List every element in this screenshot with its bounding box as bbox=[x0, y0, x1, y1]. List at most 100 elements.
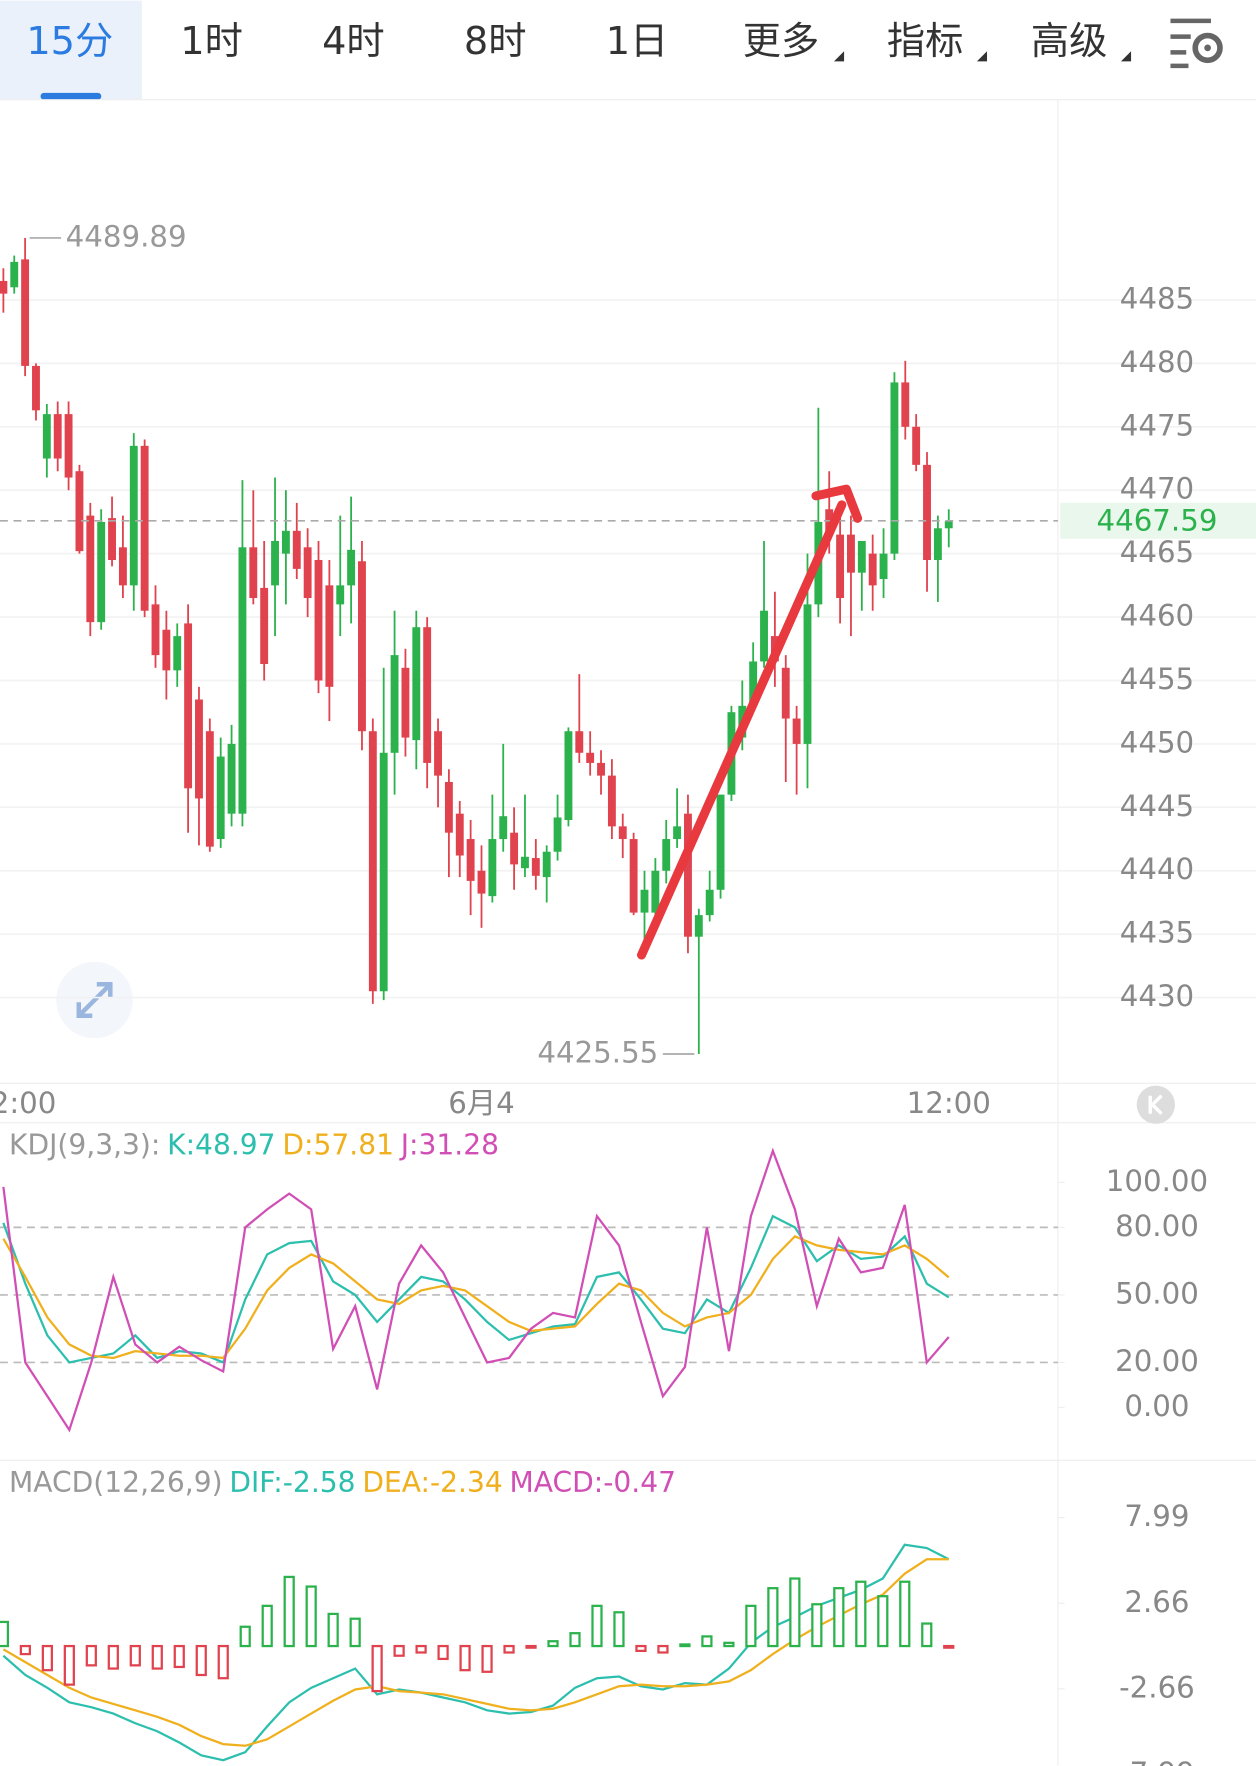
candle-body bbox=[53, 414, 62, 459]
last-price-label: 4467.59 bbox=[1096, 503, 1217, 537]
candle-body bbox=[0, 280, 8, 294]
macd-bar bbox=[63, 1644, 75, 1686]
candle-body bbox=[488, 839, 497, 897]
indicator-title: MACD(12,26,9) bbox=[9, 1466, 223, 1499]
annotation-arrowhead bbox=[811, 484, 863, 523]
candle-body bbox=[901, 382, 910, 427]
candle-body bbox=[401, 667, 410, 738]
macd-bar bbox=[151, 1644, 163, 1670]
candle-body bbox=[227, 743, 236, 814]
y-tick-label: 4430 bbox=[1120, 979, 1194, 1013]
y-tick-label: 4445 bbox=[1120, 789, 1194, 823]
candle-body bbox=[216, 756, 225, 840]
candle-body bbox=[618, 826, 627, 840]
candle-body bbox=[868, 553, 877, 586]
macd-bar bbox=[745, 1604, 757, 1648]
y-tick-label: 4450 bbox=[1120, 725, 1194, 759]
macd-bar bbox=[855, 1580, 867, 1648]
indicator-header: KDJ(9,3,3): K:48.97 D:57.81 J:31.28 bbox=[9, 1128, 499, 1161]
candle-body bbox=[933, 528, 942, 560]
y-tick-label: 80.00 bbox=[1115, 1209, 1199, 1243]
macd-bar bbox=[723, 1641, 735, 1648]
macd-bar bbox=[833, 1587, 845, 1648]
candle-body bbox=[694, 915, 703, 937]
candle-body bbox=[705, 889, 714, 916]
selected-tab-bg bbox=[0, 0, 142, 100]
candle-body bbox=[249, 547, 258, 599]
candle-body bbox=[108, 518, 116, 560]
y-tick-label: -2.66 bbox=[1119, 1670, 1195, 1704]
tab[interactable]: 4时 bbox=[322, 19, 385, 64]
candle-body bbox=[760, 610, 768, 662]
indicator-line bbox=[2, 1147, 950, 1433]
x-tick-label: 6月4 bbox=[448, 1086, 514, 1120]
candle-body bbox=[640, 889, 649, 913]
candle-body bbox=[129, 445, 138, 586]
candle-body bbox=[781, 667, 790, 719]
tab[interactable]: 高级 bbox=[1031, 19, 1108, 64]
expand-icon bbox=[76, 982, 113, 1019]
candle-body bbox=[173, 636, 182, 671]
macd-bar bbox=[283, 1575, 295, 1648]
candle-body bbox=[792, 718, 801, 744]
candle-body bbox=[238, 547, 247, 814]
candle-body bbox=[10, 261, 19, 288]
y-tick-label: 50.00 bbox=[1115, 1276, 1199, 1310]
tab[interactable]: 更多 bbox=[743, 19, 819, 64]
macd-bar bbox=[0, 1620, 10, 1648]
macd-bar bbox=[921, 1622, 933, 1648]
tab[interactable]: 1日 bbox=[606, 19, 669, 64]
y-tick-label: 100.00 bbox=[1106, 1164, 1208, 1198]
annotation-arrow bbox=[637, 500, 847, 960]
candle-body bbox=[607, 775, 616, 827]
kline-button[interactable] bbox=[1136, 1085, 1175, 1124]
candle-body bbox=[553, 817, 562, 852]
macd-bar bbox=[767, 1587, 779, 1648]
dropdown-triangles bbox=[833, 51, 1132, 62]
candle-body bbox=[32, 365, 40, 411]
candle-body bbox=[597, 762, 605, 776]
candle-body bbox=[379, 752, 388, 992]
candle-body bbox=[466, 839, 475, 881]
macd-bar bbox=[195, 1644, 207, 1677]
candle-body bbox=[586, 752, 595, 763]
candle-body bbox=[412, 627, 421, 741]
macd-bar bbox=[129, 1644, 141, 1667]
settings-icon[interactable] bbox=[1170, 18, 1223, 69]
macd-bar bbox=[19, 1644, 31, 1656]
candle-body bbox=[281, 530, 290, 554]
candle-body bbox=[314, 559, 323, 681]
tab[interactable]: 8时 bbox=[464, 19, 527, 64]
macd-bar bbox=[481, 1644, 493, 1673]
candle-body bbox=[42, 414, 51, 459]
candle-body bbox=[444, 781, 453, 833]
candle-body bbox=[64, 414, 73, 478]
candle-body bbox=[912, 426, 921, 465]
y-tick-label: 4435 bbox=[1120, 916, 1194, 950]
tab[interactable]: 15分 bbox=[26, 19, 113, 64]
macd-bar bbox=[525, 1644, 537, 1649]
candle-body bbox=[368, 731, 377, 992]
macd-bar bbox=[107, 1644, 119, 1670]
candle-body bbox=[673, 826, 682, 840]
y-tick-label: 20.00 bbox=[1115, 1344, 1199, 1378]
candle-body bbox=[825, 509, 834, 535]
charts: 15分 1时 4时 8时 1日 更多 指标 高级 4430 4435 4440 4445 4450 445… bbox=[0, 19, 1256, 1766]
tab[interactable]: 指标 bbox=[887, 19, 964, 64]
macd-bar bbox=[943, 1644, 955, 1649]
candle-body bbox=[75, 471, 84, 552]
macd-bar bbox=[701, 1635, 713, 1648]
macd-bar bbox=[393, 1644, 405, 1657]
macd-bar bbox=[349, 1617, 361, 1648]
candle-body bbox=[716, 794, 725, 890]
macd-bar bbox=[569, 1632, 581, 1648]
candle-body bbox=[944, 520, 953, 529]
tab[interactable]: 1时 bbox=[180, 19, 243, 64]
candle-body bbox=[923, 464, 931, 560]
candle-body bbox=[651, 870, 660, 913]
candle-body bbox=[97, 521, 106, 623]
candle-body bbox=[162, 629, 171, 671]
